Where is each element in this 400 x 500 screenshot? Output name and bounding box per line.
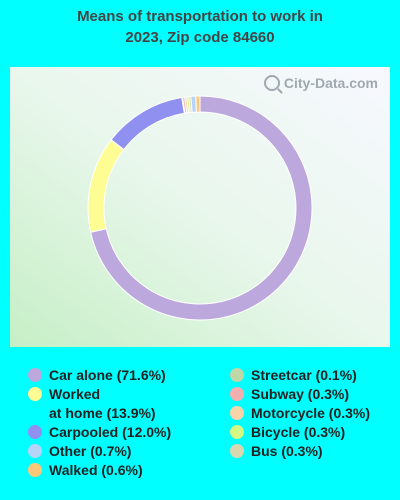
plot-area: City-Data.com bbox=[10, 67, 390, 347]
legend-label-7: Motorcycle (0.3%) bbox=[251, 405, 371, 421]
legend-item-1: Worked at home (13.9%) bbox=[28, 385, 230, 423]
legend-label-4: Walked (0.6%) bbox=[49, 462, 143, 478]
legend-item-4: Walked (0.6%) bbox=[28, 461, 230, 480]
legend-item-2: Carpooled (12.0%) bbox=[28, 423, 230, 442]
donut-slice-1 bbox=[87, 139, 125, 233]
legend-item-9: Bus (0.3%) bbox=[230, 442, 400, 461]
legend-item-3: Other (0.7%) bbox=[28, 442, 230, 461]
legend-item-0: Car alone (71.6%) bbox=[28, 366, 230, 385]
legend-item-5: Streetcar (0.1%) bbox=[230, 366, 400, 385]
legend-label-3: Other (0.7%) bbox=[49, 443, 132, 459]
legend-item-8: Bicycle (0.3%) bbox=[230, 423, 400, 442]
legend-swatch-6 bbox=[230, 387, 244, 401]
legend-item-6: Subway (0.3%) bbox=[230, 385, 400, 404]
donut-slice-0 bbox=[90, 95, 313, 321]
legend-swatch-4 bbox=[28, 463, 42, 477]
legend-column-left: Car alone (71.6%) Worked at home (13.9%) C… bbox=[28, 366, 230, 480]
legend-swatch-2 bbox=[28, 425, 42, 439]
magnifier-icon bbox=[263, 75, 280, 91]
chart-title-line-2: 2023, Zip code 84660 bbox=[125, 29, 275, 46]
donut-chart bbox=[87, 95, 313, 321]
chart-title: Means of transportation to work in 2023,… bbox=[0, 6, 400, 48]
legend-label-6: Subway (0.3%) bbox=[251, 386, 350, 402]
chart-title-line-1: Means of transportation to work in bbox=[77, 8, 323, 25]
legend-label-1: Worked at home (13.9%) bbox=[49, 386, 156, 421]
legend-swatch-7 bbox=[230, 406, 244, 420]
legend-swatch-3 bbox=[28, 444, 42, 458]
legend-item-7: Motorcycle (0.3%) bbox=[230, 404, 400, 423]
watermark-text: City-Data.com bbox=[283, 75, 378, 91]
legend-swatch-5 bbox=[230, 368, 244, 382]
donut-slice-4 bbox=[195, 95, 201, 113]
legend-swatch-9 bbox=[230, 444, 244, 458]
legend-swatch-1 bbox=[28, 387, 42, 401]
legend-label-9: Bus (0.3%) bbox=[251, 443, 323, 459]
legend-label-8: Bicycle (0.3%) bbox=[251, 424, 346, 440]
legend-swatch-0 bbox=[28, 368, 42, 382]
legend-label-5: Streetcar (0.1%) bbox=[251, 367, 357, 383]
legend-label-2: Carpooled (12.0%) bbox=[49, 424, 172, 440]
legend: Car alone (71.6%) Worked at home (13.9%) C… bbox=[28, 366, 400, 480]
watermark: City-Data.com bbox=[263, 75, 378, 91]
legend-column-right: Streetcar (0.1%) Subway (0.3%) Motorcycle … bbox=[230, 366, 400, 480]
donut-slice-2 bbox=[110, 96, 185, 151]
legend-label-0: Car alone (71.6%) bbox=[49, 367, 166, 383]
legend-swatch-8 bbox=[230, 425, 244, 439]
